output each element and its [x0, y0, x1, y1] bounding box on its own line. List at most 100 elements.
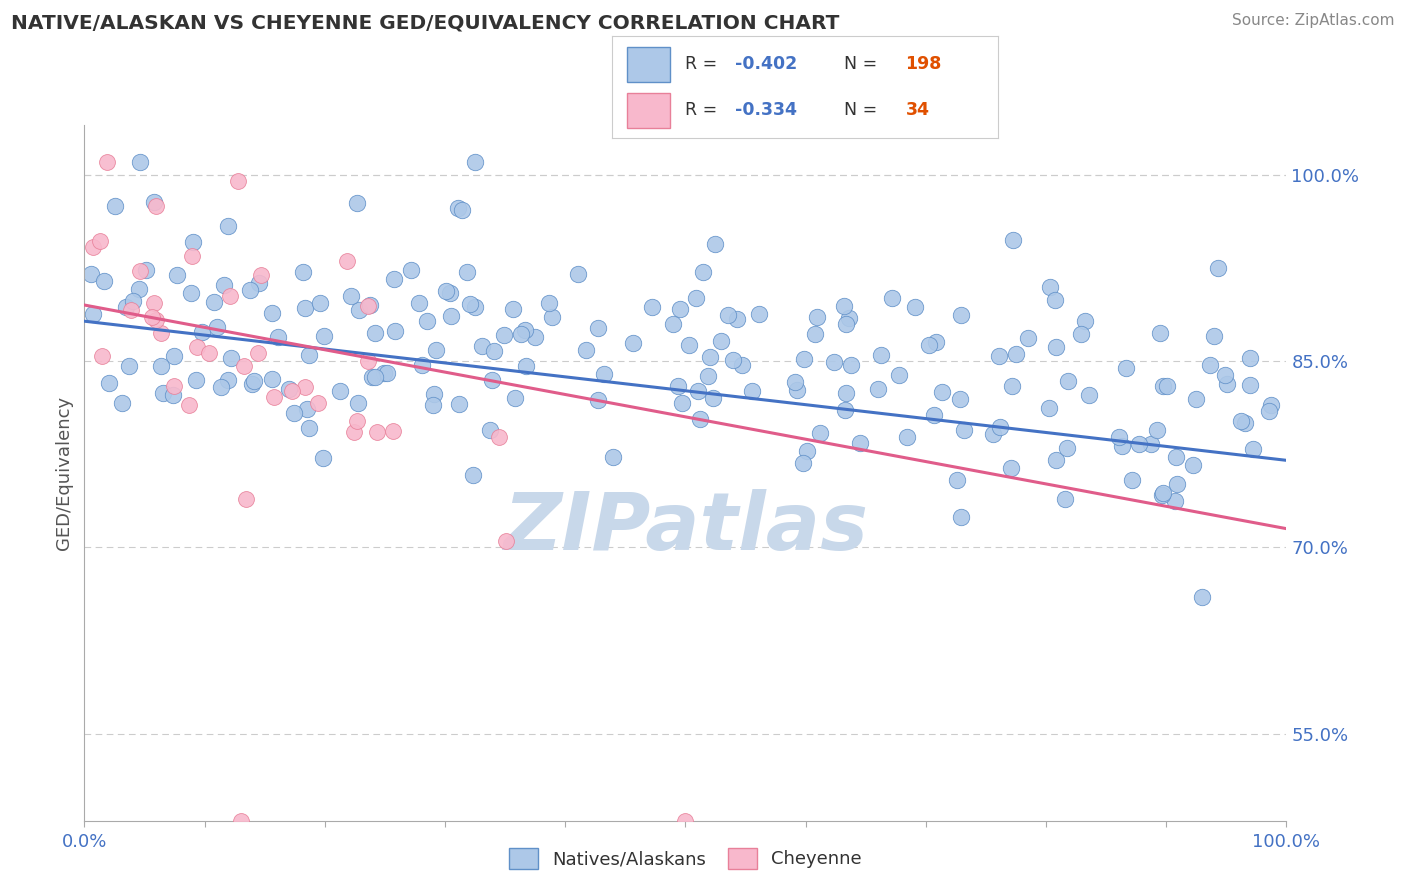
Text: R =: R = [685, 101, 723, 119]
Point [212, 277, 235, 292]
Point [294, 380, 316, 394]
Point [104, 199, 127, 213]
Point [592, 367, 614, 381]
Point [439, 285, 461, 300]
Point [949, 392, 972, 406]
Point [1056, 375, 1078, 389]
Point [793, 351, 815, 366]
Point [202, 294, 225, 309]
Point [129, 264, 152, 278]
Point [260, 372, 283, 386]
Point [122, 293, 145, 308]
Point [702, 391, 724, 405]
Point [1152, 379, 1174, 393]
Point [567, 267, 589, 281]
Point [384, 271, 406, 285]
Point [229, 814, 252, 828]
Point [145, 199, 167, 213]
Point [456, 265, 478, 279]
Point [689, 412, 711, 426]
Point [239, 283, 262, 297]
Point [361, 369, 384, 384]
Point [692, 265, 714, 279]
Point [704, 236, 727, 251]
Point [471, 339, 494, 353]
Point [219, 351, 242, 366]
Point [806, 310, 828, 324]
Point [411, 358, 433, 372]
Point [464, 300, 486, 314]
Point [129, 155, 152, 169]
Point [96, 155, 118, 169]
Point [621, 335, 644, 350]
Text: -0.402: -0.402 [735, 55, 797, 73]
Point [1000, 379, 1022, 393]
Point [685, 292, 707, 306]
Point [247, 276, 270, 290]
Point [641, 300, 664, 314]
Point [384, 324, 406, 338]
Point [90, 349, 112, 363]
Point [163, 349, 186, 363]
Point [260, 306, 283, 320]
Point [786, 384, 808, 398]
Point [523, 329, 546, 343]
Point [366, 425, 388, 439]
Point [145, 313, 167, 327]
Point [1108, 430, 1130, 444]
Point [1056, 441, 1078, 455]
Point [422, 398, 444, 412]
Point [307, 395, 329, 409]
Text: -0.334: -0.334 [735, 101, 797, 119]
Point [329, 384, 352, 398]
Point [357, 353, 380, 368]
Point [668, 301, 690, 316]
Point [186, 373, 208, 387]
Point [1166, 450, 1188, 464]
Point [1000, 460, 1022, 475]
Point [298, 421, 321, 435]
Point [1111, 439, 1133, 453]
Point [93, 274, 115, 288]
Point [1045, 453, 1067, 467]
Point [447, 201, 470, 215]
Point [924, 334, 946, 349]
Point [602, 450, 624, 465]
Point [823, 355, 845, 369]
Point [488, 430, 510, 444]
Point [725, 312, 748, 326]
Point [849, 436, 872, 450]
Point [217, 373, 239, 387]
Point [375, 367, 398, 381]
Point [228, 173, 250, 187]
Point [118, 359, 141, 374]
Point [283, 406, 305, 420]
Point [209, 379, 232, 393]
Point [494, 328, 516, 343]
Point [1239, 378, 1261, 392]
Point [953, 424, 976, 438]
Point [661, 317, 683, 331]
Point [988, 420, 1011, 434]
Bar [627, 47, 669, 82]
Point [240, 376, 263, 391]
Point [198, 345, 221, 359]
Point [1150, 488, 1173, 502]
Point [1045, 340, 1067, 354]
Point [449, 397, 471, 411]
Point [246, 346, 269, 360]
Point [346, 196, 368, 211]
Point [699, 350, 721, 364]
Point [111, 395, 134, 409]
Point [987, 349, 1010, 363]
Point [458, 296, 481, 310]
Point [510, 326, 533, 341]
Point [838, 310, 860, 325]
Point [515, 359, 537, 374]
Point [1191, 590, 1213, 604]
Text: 34: 34 [905, 101, 929, 119]
Point [834, 403, 856, 417]
Point [869, 348, 891, 362]
Bar [627, 93, 669, 128]
Point [297, 348, 319, 362]
